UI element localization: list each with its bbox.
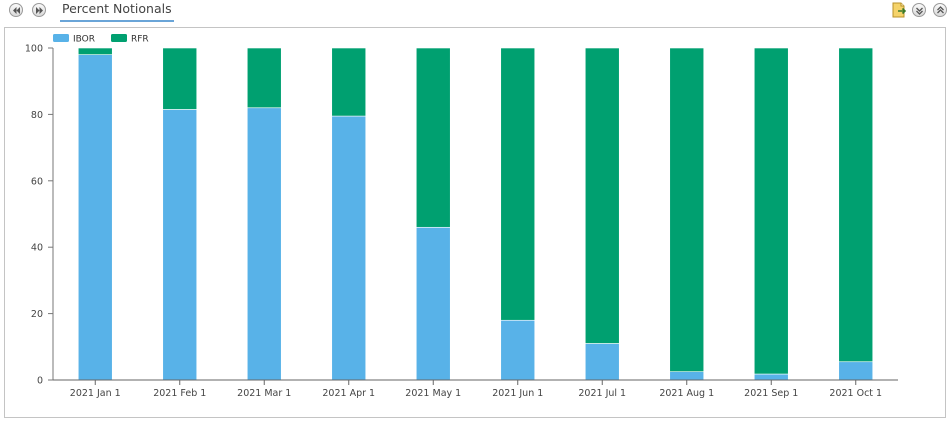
bar-ibor-6[interactable] bbox=[584, 343, 620, 381]
bar-rfr-5[interactable] bbox=[500, 47, 536, 321]
bar-ibor-3[interactable] bbox=[331, 115, 367, 381]
x-axis: 2021 Jan 1 2021 Feb 1 2021 Mar 1 2021 Apr 1… bbox=[53, 379, 898, 399]
x-tick-label: 2021 Oct 1 bbox=[829, 388, 882, 399]
collapse-icon[interactable] bbox=[912, 3, 926, 17]
x-tick-label: 2021 Sep 1 bbox=[744, 388, 798, 399]
x-tick-label: 2021 Jul 1 bbox=[578, 388, 626, 399]
x-tick-label: 2021 Mar 1 bbox=[237, 388, 291, 399]
x-tick-label: 2021 Aug 1 bbox=[659, 388, 714, 399]
bar-rfr-8[interactable] bbox=[753, 47, 789, 375]
bar-ibor-9[interactable] bbox=[838, 361, 874, 381]
bar-rfr-1[interactable] bbox=[162, 47, 198, 110]
legend-label-ibor[interactable]: IBOR bbox=[73, 35, 95, 45]
y-tick-label: 100 bbox=[25, 44, 43, 55]
bar-ibor-2[interactable] bbox=[246, 107, 282, 381]
y-tick-label: 60 bbox=[31, 176, 43, 187]
tab-percent-notionals[interactable]: Percent Notionals bbox=[60, 0, 174, 22]
x-tick-label: 2021 Jun 1 bbox=[492, 388, 543, 399]
y-tick-label: 40 bbox=[31, 243, 43, 254]
y-tick-label: 20 bbox=[31, 309, 43, 320]
bar-rfr-7[interactable] bbox=[669, 47, 705, 373]
fast-forward-icon[interactable] bbox=[32, 3, 46, 17]
bar-rfr-4[interactable] bbox=[415, 47, 451, 228]
bar-rfr-9[interactable] bbox=[838, 47, 874, 363]
legend: IBOR RFR bbox=[53, 34, 149, 45]
bar-ibor-5[interactable] bbox=[500, 319, 536, 381]
bar-rfr-6[interactable] bbox=[584, 47, 620, 344]
bar-rfr-3[interactable] bbox=[331, 47, 367, 117]
stacked-bar-chart: IBOR RFR 0 20 40 60 80 100 2021 Jan 1 2021 Feb … bbox=[25, 34, 898, 399]
bar-rfr-2[interactable] bbox=[246, 47, 282, 109]
x-tick-label: 2021 Jan 1 bbox=[70, 388, 121, 399]
expand-icon[interactable] bbox=[933, 3, 947, 17]
bar-ibor-1[interactable] bbox=[162, 109, 198, 381]
legend-swatch-ibor[interactable] bbox=[53, 34, 69, 42]
rewind-icon[interactable] bbox=[9, 3, 23, 17]
bar-ibor-4[interactable] bbox=[415, 226, 451, 381]
x-tick-label: 2021 Apr 1 bbox=[322, 388, 375, 399]
y-axis: 0 20 40 60 80 100 bbox=[25, 44, 54, 387]
x-tick-label: 2021 Feb 1 bbox=[153, 388, 206, 399]
chart-panel: IBOR RFR 0 20 40 60 80 100 2021 Jan 1 2021 Feb … bbox=[4, 27, 946, 418]
bar-ibor-7[interactable] bbox=[669, 371, 705, 381]
bar-ibor-8[interactable] bbox=[753, 373, 789, 381]
bar-ibor-0[interactable] bbox=[77, 54, 113, 381]
y-tick-label: 80 bbox=[31, 110, 43, 121]
bar-rfr-0[interactable] bbox=[77, 47, 113, 55]
y-tick-label: 0 bbox=[37, 376, 43, 387]
toolbar: Percent Notionals bbox=[0, 0, 952, 24]
legend-swatch-rfr[interactable] bbox=[111, 34, 127, 42]
export-icon[interactable] bbox=[891, 2, 907, 18]
x-tick-label: 2021 May 1 bbox=[405, 388, 461, 399]
bars bbox=[77, 47, 874, 381]
legend-label-rfr[interactable]: RFR bbox=[131, 35, 149, 45]
